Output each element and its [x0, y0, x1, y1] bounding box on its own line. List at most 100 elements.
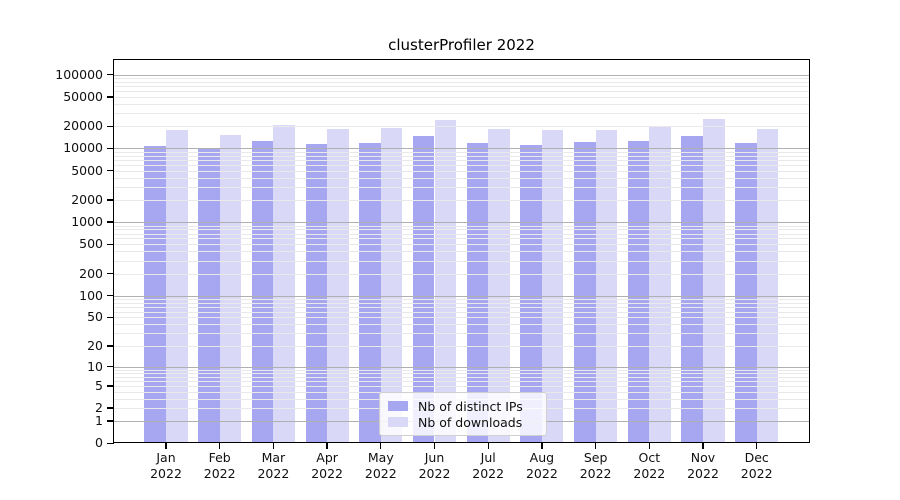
- x-tick-mark: [756, 443, 758, 449]
- legend-item-downloads: Nb of downloads: [388, 414, 538, 430]
- y-tick-label: 1000: [71, 214, 103, 230]
- y-tick-label: 10000: [63, 140, 103, 156]
- x-tick-label: Apr 2022: [311, 450, 343, 481]
- bar-distinct-ips-aug: [520, 144, 542, 443]
- y-tick-mark: [107, 407, 114, 409]
- bar-downloads-mar: [273, 124, 295, 443]
- x-tick-label: Oct 2022: [633, 450, 666, 481]
- bar-distinct-ips-nov: [681, 136, 703, 443]
- legend-swatch-downloads: [388, 416, 408, 428]
- gridline-minor: [114, 199, 810, 201]
- bar-downloads-feb: [219, 135, 242, 443]
- y-tick-label: 50000: [63, 88, 103, 104]
- x-tick-label: Mar 2022: [257, 450, 290, 481]
- y-tick-label: 200: [79, 265, 103, 281]
- legend-label-distinct-ips: Nb of distinct IPs: [418, 398, 523, 414]
- y-tick-mark: [107, 385, 114, 387]
- y-tick-mark: [107, 243, 114, 245]
- bar-downloads-apr: [327, 129, 349, 443]
- y-tick-label: 500: [79, 236, 103, 252]
- gridline-minor: [114, 244, 810, 246]
- y-tick-label: 2000: [71, 191, 103, 207]
- y-tick-mark: [107, 169, 114, 172]
- gridline-minor: [114, 381, 810, 383]
- gridline-minor: [114, 238, 810, 240]
- bar-distinct-ips-jan: [144, 146, 166, 443]
- y-tick-mark: [107, 147, 114, 150]
- y-tick-label: 5: [95, 377, 103, 393]
- x-tick-mark: [380, 443, 382, 449]
- y-tick-label: 20: [87, 337, 103, 353]
- gridline-minor: [114, 225, 810, 227]
- x-tick-mark: [594, 443, 597, 449]
- gridline-major: [114, 366, 810, 368]
- x-tick-label: Jul 2022: [472, 450, 505, 481]
- x-tick-mark: [541, 443, 543, 449]
- gridline-major: [114, 74, 810, 76]
- y-tick-mark: [107, 294, 114, 297]
- bar-distinct-ips-jul: [466, 142, 489, 443]
- gridline-minor: [114, 306, 810, 308]
- bar-downloads-oct: [649, 127, 671, 443]
- bar-downloads-dec: [756, 128, 779, 443]
- gridline-minor: [114, 233, 810, 235]
- x-tick-label: Nov 2022: [687, 450, 719, 481]
- x-tick-label: Sep 2022: [579, 450, 612, 481]
- bar-distinct-ips-may: [359, 142, 381, 443]
- gridline-major: [114, 295, 810, 297]
- y-tick-mark: [107, 345, 114, 347]
- x-tick-label: Jun 2022: [418, 450, 451, 481]
- bar-downloads-sep: [595, 129, 618, 443]
- x-tick-mark: [165, 443, 167, 449]
- gridline-minor: [114, 126, 810, 128]
- bar-distinct-ips-mar: [251, 141, 274, 443]
- gridline-minor: [114, 369, 810, 371]
- gridline-minor: [114, 159, 810, 161]
- y-tick-label: 100: [79, 287, 103, 303]
- gridline-minor: [114, 113, 810, 115]
- gridline-minor: [114, 372, 810, 374]
- legend-swatch-distinct-ips: [388, 400, 408, 412]
- gridline-minor: [114, 273, 810, 275]
- y-tick-label: 0: [95, 435, 103, 451]
- gridline-minor: [114, 81, 810, 83]
- y-tick-mark: [107, 125, 114, 127]
- gridline-minor: [114, 385, 810, 387]
- x-tick-mark: [326, 443, 328, 449]
- y-tick-label: 1: [95, 413, 103, 429]
- gridline-minor: [114, 170, 810, 172]
- gridline-minor: [114, 91, 810, 93]
- x-tick-mark: [702, 443, 704, 449]
- y-tick-mark: [107, 420, 114, 422]
- gridline-minor: [114, 151, 810, 153]
- y-tick-mark: [107, 316, 114, 319]
- gridline-minor: [114, 78, 810, 80]
- gridline-minor: [114, 229, 810, 231]
- x-tick-label: May 2022: [364, 450, 397, 481]
- gridline-minor: [114, 251, 810, 253]
- bar-downloads-nov: [703, 118, 725, 443]
- gridline-minor: [114, 155, 810, 157]
- x-tick-label: Aug 2022: [525, 450, 558, 481]
- y-tick-mark: [107, 221, 114, 223]
- gridline-minor: [114, 324, 810, 326]
- y-tick-label: 100000: [55, 66, 103, 82]
- y-tick-mark: [107, 199, 114, 201]
- bar-downloads-jul: [488, 128, 510, 443]
- gridline-minor: [114, 164, 810, 166]
- gridline-minor: [114, 104, 810, 106]
- gridline-minor: [114, 376, 810, 378]
- y-tick-mark: [107, 96, 114, 98]
- chart-title: clusterProfiler 2022: [388, 36, 535, 54]
- y-tick-mark: [107, 442, 114, 444]
- gridline-major: [114, 148, 810, 150]
- bar-downloads-may: [380, 128, 403, 443]
- gridline-minor: [114, 177, 810, 179]
- x-tick-mark: [648, 443, 650, 449]
- gridline-minor: [114, 345, 810, 347]
- y-tick-mark: [107, 272, 114, 275]
- plot-area: [114, 60, 810, 443]
- bar-downloads-jan: [166, 129, 188, 443]
- x-tick-mark: [433, 443, 436, 449]
